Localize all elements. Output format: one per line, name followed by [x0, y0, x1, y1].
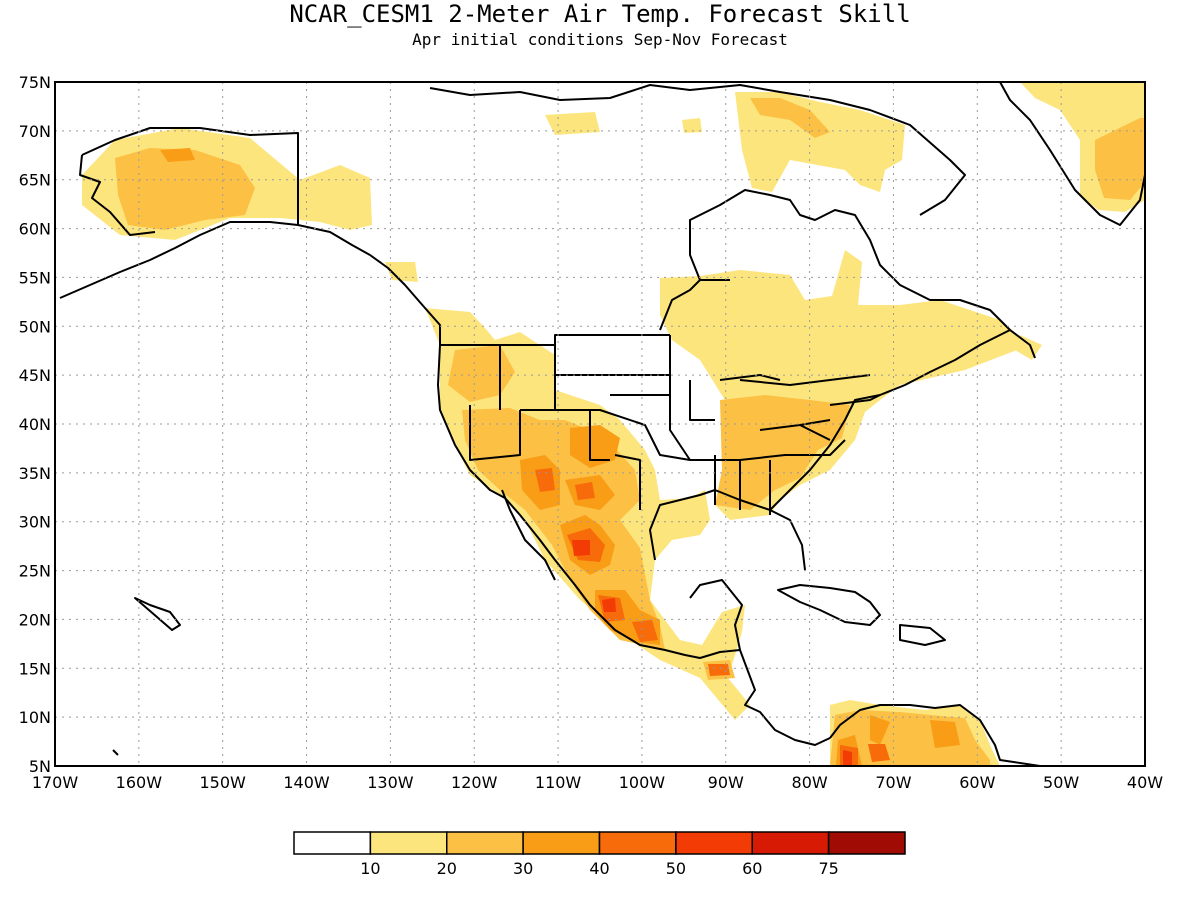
map-area [55, 82, 1145, 766]
colorbar-label: 40 [589, 859, 609, 878]
map-frame [54, 81, 1146, 767]
colorbar-label: 50 [666, 859, 686, 878]
longitude-tick-label: 150W [200, 773, 247, 792]
map-gridlines [55, 82, 1145, 766]
colorbar-swatch [369, 831, 448, 855]
longitude-tick-label: 140W [283, 773, 330, 792]
longitude-tick-label: 50W [1043, 773, 1079, 792]
longitude-tick-label: 70W [875, 773, 911, 792]
colorbar-swatch [446, 831, 524, 855]
longitude-tick-label: 170W [32, 773, 79, 792]
latitude-tick-label: 5N [29, 757, 51, 776]
colorbar-label: 10 [360, 859, 380, 878]
colorbar-label: 20 [437, 859, 457, 878]
latitude-tick-label: 65N [19, 171, 51, 190]
latitude-tick-label: 55N [19, 268, 51, 287]
colorbar-swatch [675, 831, 753, 855]
colorbar-swatch [522, 831, 601, 855]
longitude-tick-labels: 170W 160W 150W 140W 130W 120W 110W 100W 90W 80W 70… [32, 773, 1163, 792]
longitude-tick-label: 160W [116, 773, 163, 792]
colorbar-swatch [827, 831, 906, 855]
latitude-tick-label: 20N [19, 610, 51, 629]
latitude-tick-label: 45N [19, 366, 51, 385]
colorbar-label: 75 [818, 859, 838, 878]
colorbar-label: 60 [742, 859, 762, 878]
colorbar: 10 20 30 40 50 60 75 [293, 831, 906, 878]
figure-title: NCAR_CESM1 2-Meter Air Temp. Forecast Sk… [289, 0, 910, 28]
coastline-outlines [59, 82, 1145, 766]
colorbar-swatch [598, 831, 677, 855]
latitude-tick-label: 30N [19, 513, 51, 532]
colorbar-swatch [293, 831, 372, 855]
longitude-tick-label: 100W [619, 773, 666, 792]
longitude-tick-label: 90W [708, 773, 744, 792]
latitude-tick-label: 40N [19, 415, 51, 434]
latitude-tick-label: 50N [19, 317, 51, 336]
figure-subtitle: Apr initial conditions Sep-Nov Forecast [412, 30, 788, 49]
longitude-tick-label: 120W [451, 773, 498, 792]
latitude-tick-label: 35N [19, 464, 51, 483]
latitude-tick-label: 60N [19, 220, 51, 239]
latitude-tick-labels: 75N 70N 65N 60N 55N 50N 45N 40N 35N 30N 25N 20N 15N 1… [19, 73, 51, 776]
latitude-tick-label: 70N [19, 122, 51, 141]
colorbar-label: 30 [513, 859, 533, 878]
latitude-tick-label: 25N [19, 562, 51, 581]
longitude-tick-label: 60W [959, 773, 995, 792]
colorbar-swatch [751, 831, 830, 855]
longitude-tick-label: 130W [367, 773, 414, 792]
latitude-tick-label: 75N [19, 73, 51, 92]
longitude-tick-label: 40W [1127, 773, 1163, 792]
latitude-tick-label: 10N [19, 708, 51, 727]
longitude-tick-label: 80W [792, 773, 828, 792]
longitude-tick-label: 110W [535, 773, 582, 792]
skill-shading-50-60 [572, 540, 852, 766]
latitude-tick-label: 15N [19, 659, 51, 678]
